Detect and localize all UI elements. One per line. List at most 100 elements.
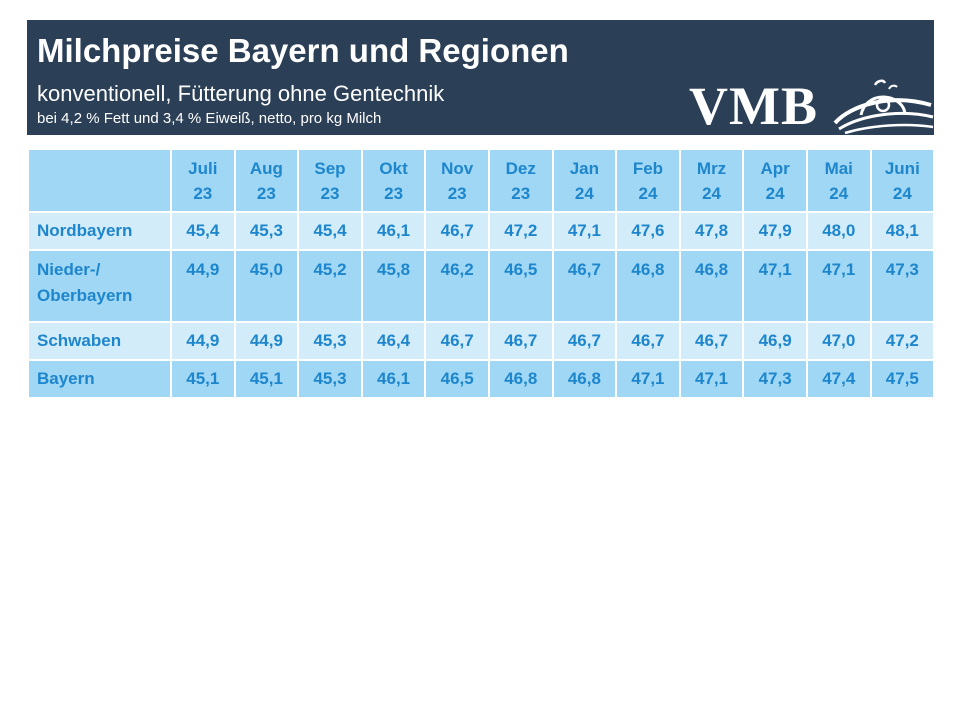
- column-year: 23: [511, 183, 531, 203]
- logo-emblem-icon: [833, 79, 934, 135]
- row-label: Nordbayern: [27, 211, 172, 251]
- page-title: Milchpreise Bayern und Regionen: [37, 32, 569, 69]
- price-cell: 46,7: [678, 321, 745, 361]
- price-cell: 44,9: [170, 249, 236, 323]
- row-label: Schwaben: [27, 321, 172, 361]
- column-month: Mrz: [696, 158, 727, 178]
- column-header: Okt 23: [360, 148, 427, 213]
- price-cell: 47,0: [805, 321, 872, 361]
- column-month: Juni: [884, 158, 920, 178]
- column-month: Nov: [441, 158, 474, 178]
- row-label: Nieder-/ Oberbayern: [27, 249, 172, 323]
- table-header-row: Juli 23 Aug 23 Sep 23 Okt 23 Nov 23 Dez 23 Jan 24 Feb 2…: [27, 148, 936, 213]
- price-cell: 47,4: [805, 359, 872, 399]
- price-cell: 45,3: [233, 211, 300, 251]
- price-cell: 46,9: [742, 321, 808, 361]
- price-cell: 45,3: [297, 359, 363, 399]
- price-cell: 44,9: [170, 321, 236, 361]
- milk-price-table: Juli 23 Aug 23 Sep 23 Okt 23 Nov 23 Dez 23 Jan 24 Feb 2…: [27, 148, 936, 399]
- column-month: Apr: [760, 158, 790, 178]
- price-cell: 46,8: [551, 359, 618, 399]
- price-cell: 48,0: [805, 211, 872, 251]
- column-month: Juli: [188, 158, 218, 178]
- price-cell: 46,2: [424, 249, 490, 323]
- price-cell: 48,1: [869, 211, 936, 251]
- price-cell: 47,9: [742, 211, 808, 251]
- table-corner-cell: [27, 148, 172, 213]
- row-label-line: Bayern: [37, 369, 95, 388]
- price-cell: 47,6: [615, 211, 681, 251]
- price-cell: 45,1: [170, 359, 236, 399]
- column-year: 24: [574, 183, 594, 203]
- header-banner: Milchpreise Bayern und Regionen konventi…: [27, 20, 934, 135]
- price-cell: 46,1: [360, 359, 427, 399]
- price-cell: 46,5: [487, 249, 554, 323]
- column-year: 24: [892, 183, 912, 203]
- price-cell: 45,8: [360, 249, 427, 323]
- column-header: Nov 23: [424, 148, 490, 213]
- column-header: Mai 24: [805, 148, 872, 213]
- price-cell: 45,1: [233, 359, 300, 399]
- column-month: Mai: [824, 158, 853, 178]
- column-header: Dez 23: [487, 148, 554, 213]
- column-year: 24: [829, 183, 849, 203]
- table-row: Nieder-/Oberbayern 44,9 45,0 45,2 45,8 46,2 46…: [27, 249, 936, 323]
- column-year: 23: [320, 183, 340, 203]
- price-cell: 46,8: [678, 249, 745, 323]
- column-month: Sep: [314, 158, 346, 178]
- price-cell: 45,3: [297, 321, 363, 361]
- price-cell: 46,8: [615, 249, 681, 323]
- price-cell: 47,1: [678, 359, 745, 399]
- price-cell: 46,7: [487, 321, 554, 361]
- price-cell: 44,9: [233, 321, 300, 361]
- row-label-line: Schwaben: [37, 331, 122, 350]
- price-cell: 45,4: [297, 211, 363, 251]
- price-cell: 47,1: [742, 249, 808, 323]
- column-month: Jan: [569, 158, 599, 178]
- row-label-line: Nieder-/: [37, 260, 101, 279]
- price-cell: 47,2: [487, 211, 554, 251]
- price-cell: 45,0: [233, 249, 300, 323]
- column-year: 24: [638, 183, 658, 203]
- table-row: Bayern 45,1 45,1 45,3 46,1 46,5 46,8 46,8 47,1 47…: [27, 359, 936, 399]
- price-cell: 46,7: [424, 211, 490, 251]
- price-cell: 46,5: [424, 359, 490, 399]
- price-cell: 46,7: [424, 321, 490, 361]
- column-header: Feb 24: [615, 148, 681, 213]
- column-header: Sep 23: [297, 148, 363, 213]
- price-cell: 46,7: [551, 249, 618, 323]
- price-cell: 46,7: [615, 321, 681, 361]
- price-cell: 47,2: [869, 321, 936, 361]
- price-cell: 46,7: [551, 321, 618, 361]
- column-header: Mrz 24: [678, 148, 745, 213]
- price-cell: 47,3: [742, 359, 808, 399]
- price-cell: 45,2: [297, 249, 363, 323]
- column-header: Jan 24: [551, 148, 618, 213]
- column-month: Okt: [379, 158, 408, 178]
- column-header: Juni 24: [869, 148, 936, 213]
- column-year: 24: [765, 183, 785, 203]
- price-cell: 47,1: [551, 211, 618, 251]
- price-cell: 47,1: [615, 359, 681, 399]
- table-row: Schwaben 44,9 44,9 45,3 46,4 46,7 46,7 46,7 46,7…: [27, 321, 936, 361]
- price-cell: 47,8: [678, 211, 745, 251]
- price-cell: 46,1: [360, 211, 427, 251]
- logo-text: VMB: [689, 76, 818, 135]
- price-cell: 47,3: [869, 249, 936, 323]
- row-label-line: Oberbayern: [37, 286, 133, 305]
- column-month: Dez: [505, 158, 536, 178]
- row-label-line: Nordbayern: [37, 221, 133, 240]
- column-month: Feb: [632, 158, 664, 178]
- price-cell: 46,8: [487, 359, 554, 399]
- price-cell: 47,5: [869, 359, 936, 399]
- page-subtitle: konventionell, Fütterung ohne Gentechnik: [37, 81, 445, 106]
- column-month: Aug: [249, 158, 283, 178]
- price-cell: 45,4: [170, 211, 236, 251]
- column-header: Juli 23: [170, 148, 236, 213]
- column-year: 23: [447, 183, 467, 203]
- price-note: bei 4,2 % Fett und 3,4 % Eiweiß, netto, …: [37, 110, 382, 127]
- price-cell: 46,4: [360, 321, 427, 361]
- row-label: Bayern: [27, 359, 172, 399]
- column-year: 23: [384, 183, 404, 203]
- table-row: Nordbayern 45,4 45,3 45,4 46,1 46,7 47,2 47,1 47…: [27, 211, 936, 251]
